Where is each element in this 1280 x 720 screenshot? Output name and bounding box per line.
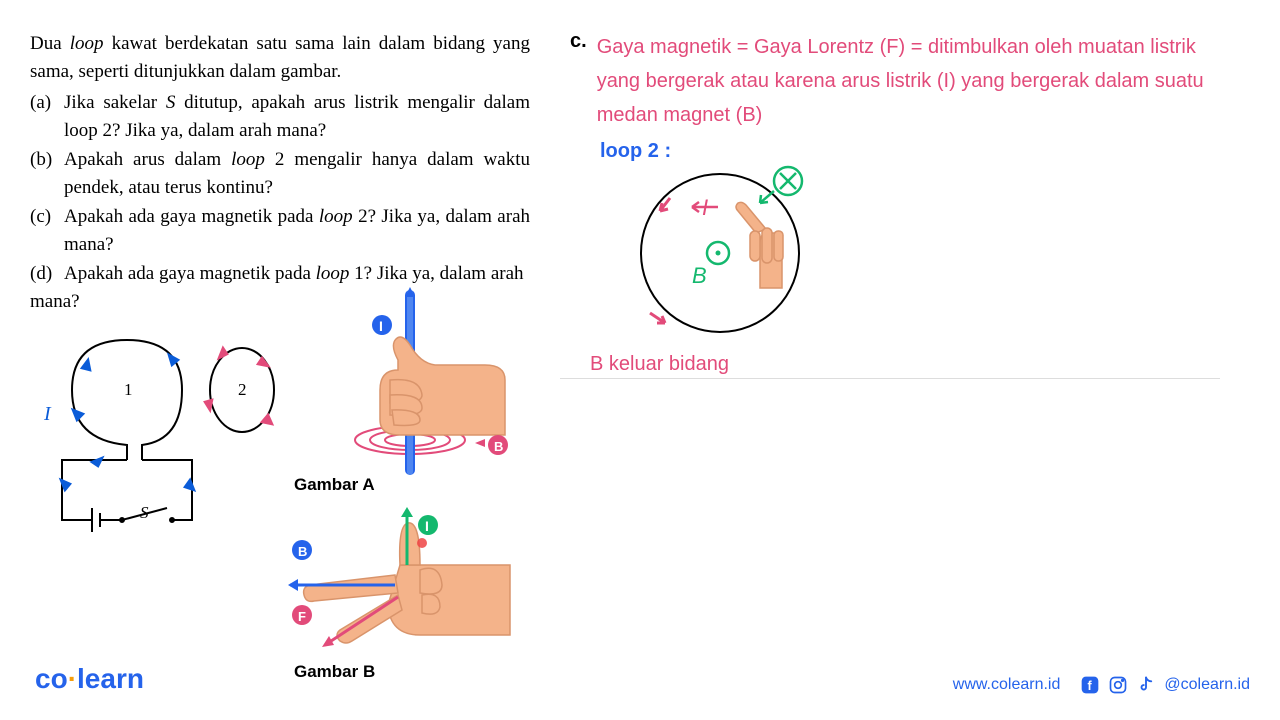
B-label: B [692, 263, 707, 288]
q-label-b: (b) [30, 146, 64, 201]
q-label-a: (a) [30, 89, 64, 144]
intro-part-1: loop [70, 33, 104, 54]
answer-row: c. Gaya magnetik = Gaya Lorentz (F) = di… [570, 30, 1230, 132]
loop1-number: 1 [124, 380, 133, 399]
facebook-icon: f [1080, 675, 1100, 695]
footer-url: www.colearn.id [953, 676, 1061, 694]
switch-label: S [140, 503, 149, 522]
tiktok-icon [1136, 675, 1156, 695]
brand-learn: learn [77, 663, 144, 694]
gambar-b-label: Gambar B [294, 662, 375, 682]
b-out-label: B keluar bidang [590, 353, 1230, 376]
loop2-number: 2 [238, 380, 247, 399]
instagram-icon [1108, 675, 1128, 695]
B-badge-b: B [298, 544, 307, 559]
gambar-a-label: Gambar A [294, 475, 375, 495]
answer-label: c. [570, 30, 587, 132]
q-text-c: Apakah ada gaya magnetik pada loop 2? Ji… [64, 203, 530, 258]
q-text-a: Jika sakelar S ditutup, apakah arus list… [64, 89, 530, 144]
q-text-b: Apakah arus dalam loop 2 mengalir hanya … [64, 146, 530, 201]
question-b: (b) Apakah arus dalam loop 2 mengalir ha… [30, 146, 530, 201]
brand-dot: · [68, 663, 77, 694]
loop2-diagram: I B [610, 163, 830, 343]
answer-text: Gaya magnetik = Gaya Lorentz (F) = ditim… [597, 30, 1230, 132]
question-a: (a) Jika sakelar S ditutup, apakah arus … [30, 89, 530, 144]
intro-part-2: kawat berdekatan satu sama lain dalam bi… [30, 33, 530, 82]
circuit-diagram: 1 2 S I [32, 330, 292, 550]
question-column: Dua loop kawat berdekatan satu sama lain… [30, 30, 530, 315]
F-badge-b: F [298, 609, 306, 624]
I-badge-b: I [425, 518, 429, 534]
hand-b-diagram: I B F [280, 495, 530, 665]
current-label: I [43, 403, 52, 425]
brand-logo: co·learn [35, 663, 144, 695]
social-icons: f @colearn.id [1080, 675, 1250, 695]
question-intro: Dua loop kawat berdekatan satu sama lain… [30, 30, 530, 85]
hand-a-diagram: I B [350, 285, 520, 485]
question-list: (a) Jika sakelar S ditutup, apakah arus … [30, 89, 530, 315]
footer-right: www.colearn.id f @colearn.id [953, 675, 1250, 695]
q-label-c: (c) [30, 203, 64, 258]
footer-handle: @colearn.id [1164, 676, 1250, 694]
answer-column: c. Gaya magnetik = Gaya Lorentz (F) = di… [570, 30, 1230, 376]
loop2-annotations: I B [610, 163, 830, 343]
question-c: (c) Apakah ada gaya magnetik pada loop 2… [30, 203, 530, 258]
intro-part-0: Dua [30, 33, 70, 54]
brand-co: co [35, 663, 68, 694]
loop2-label: loop 2 : [600, 140, 1230, 163]
divider-line [560, 378, 1220, 379]
I-badge-a: I [379, 318, 383, 334]
B-badge-a: B [494, 439, 503, 454]
